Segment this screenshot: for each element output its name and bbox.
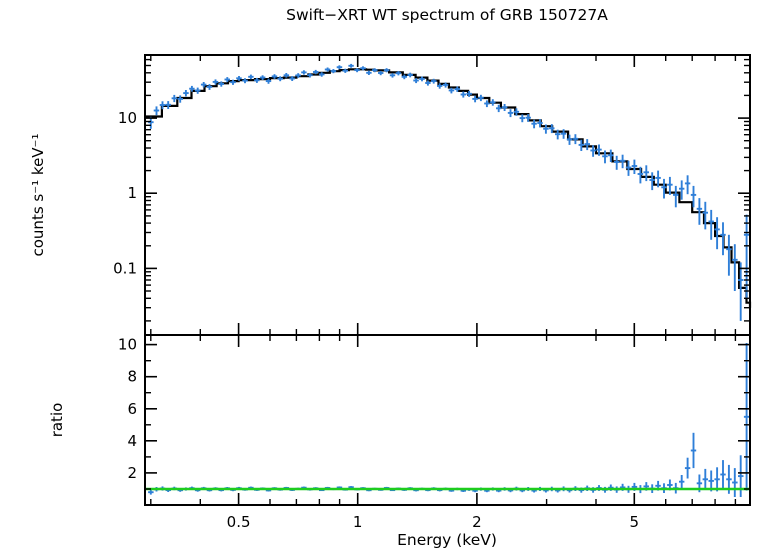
x-tick-label: 0.5 — [227, 513, 251, 531]
bottom-panel-frame — [144, 334, 751, 506]
y-tick-label: 0.1 — [113, 259, 137, 277]
y-tick-label: 1 — [127, 184, 137, 202]
y-tick-label: 2 — [127, 464, 137, 482]
y-tick-label: 6 — [127, 400, 137, 418]
model-line — [145, 68, 752, 308]
x-axis-label: Energy (keV) — [397, 531, 497, 549]
y-tick-label: 10 — [118, 336, 137, 354]
x-tick-label: 1 — [353, 513, 363, 531]
y-tick-label: 8 — [127, 368, 137, 386]
y-tick-label: 10 — [118, 109, 137, 127]
chart-title: Swift−XRT WT spectrum of GRB 150727A — [286, 6, 608, 24]
x-tick-label: 2 — [472, 513, 482, 531]
x-tick-label: 5 — [630, 513, 640, 531]
top-panel-frame — [144, 54, 751, 336]
y-tick-label: 4 — [127, 432, 137, 450]
